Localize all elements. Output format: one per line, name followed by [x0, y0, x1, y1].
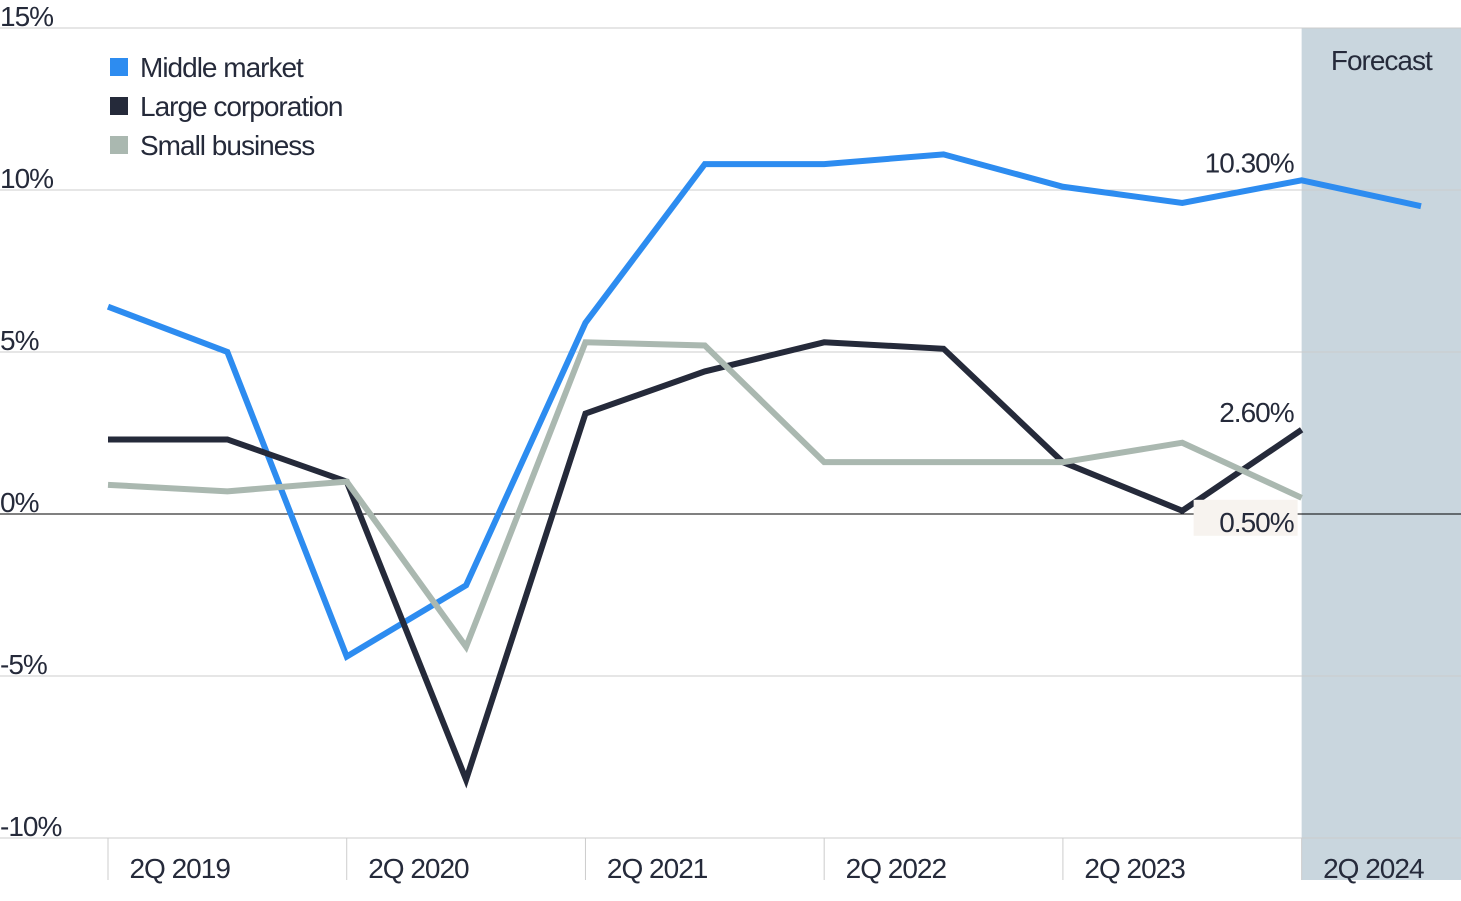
x-tick-label: 2Q 2021	[607, 853, 708, 884]
x-tick-label: 2Q 2023	[1084, 853, 1185, 884]
x-tick-label: 2Q 2022	[846, 853, 947, 884]
value-label: 0.50%	[1219, 507, 1293, 538]
y-tick-label: -10%	[0, 811, 61, 842]
legend-label: Large corporation	[140, 91, 342, 122]
x-tick-label: 2Q 2024	[1323, 853, 1424, 884]
y-tick-label: -5%	[0, 649, 47, 680]
legend-swatch	[110, 136, 128, 154]
x-tick-label: 2Q 2020	[368, 853, 469, 884]
value-label: 2.60%	[1219, 397, 1293, 428]
y-tick-label: 5%	[0, 325, 39, 356]
series-line	[106, 151, 1422, 661]
series-line	[107, 339, 1303, 654]
value-label: 10.30%	[1205, 147, 1294, 178]
legend-swatch	[110, 97, 128, 115]
legend-swatch	[110, 58, 128, 76]
forecast-label: Forecast	[1331, 45, 1433, 76]
legend-label: Small business	[140, 130, 314, 161]
legend-label: Middle market	[140, 52, 304, 83]
y-tick-label: 10%	[0, 163, 53, 194]
y-tick-label: 0%	[0, 487, 39, 518]
forecast-band	[1301, 28, 1461, 880]
y-tick-label: 15%	[0, 1, 53, 32]
series-line	[108, 339, 1304, 789]
x-tick-label: 2Q 2019	[129, 853, 230, 884]
label-bg	[1193, 499, 1298, 536]
